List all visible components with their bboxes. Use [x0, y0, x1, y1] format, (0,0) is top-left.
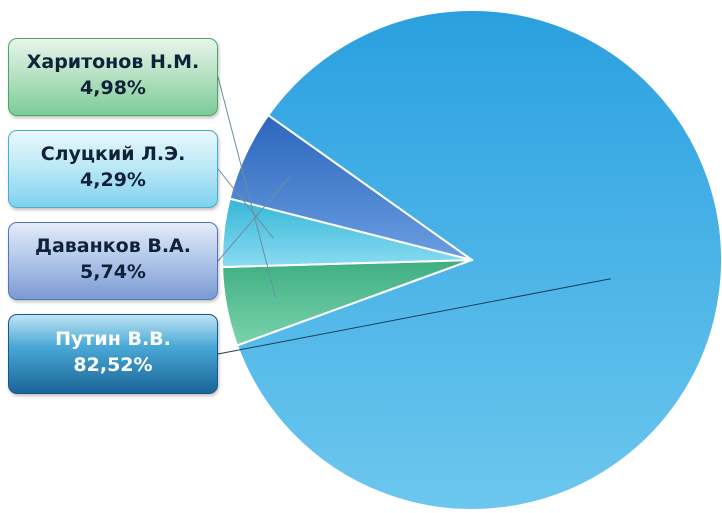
- leader-line-putin: [217, 278, 611, 355]
- slice-value: 4,29%: [80, 169, 146, 191]
- slice-value: 5,74%: [80, 261, 146, 283]
- slice-name: Путин В.В.: [55, 328, 171, 350]
- slice-name: Даванков В.А.: [35, 235, 191, 257]
- slice-label-putin: Путин В.В. 82,52%: [8, 314, 218, 394]
- slice-label-kharitonov: Харитонов Н.М. 4,98%: [8, 38, 218, 116]
- slice-value: 4,98%: [80, 77, 146, 99]
- slice-label-davankov: Даванков В.А. 5,74%: [8, 222, 218, 300]
- leader-line-kharitonov: [217, 76, 277, 298]
- slice-name: Слуцкий Л.Э.: [40, 143, 186, 165]
- leader-line-slutsky: [217, 168, 274, 239]
- slice-value: 82,52%: [73, 354, 153, 376]
- slice-label-slutsky: Слуцкий Л.Э. 4,29%: [8, 130, 218, 208]
- slice-name: Харитонов Н.М.: [26, 51, 200, 73]
- pie-slice-putin: [235, 9, 722, 511]
- leader-line-davankov: [217, 175, 291, 262]
